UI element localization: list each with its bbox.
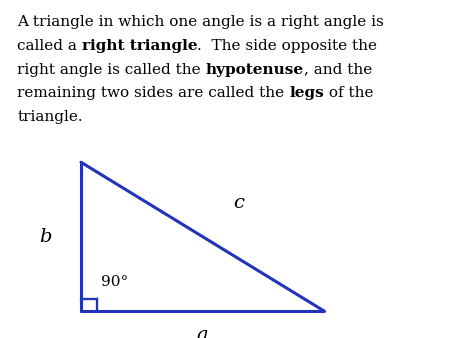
Text: , and the: , and the (304, 63, 372, 76)
Text: 90°: 90° (101, 275, 129, 289)
Text: c: c (233, 194, 244, 212)
Text: .  The side opposite the: . The side opposite the (198, 39, 378, 53)
Text: remaining two sides are called the: remaining two sides are called the (17, 86, 289, 100)
Text: of the: of the (324, 86, 374, 100)
Text: right angle is called the: right angle is called the (17, 63, 206, 76)
Text: triangle.: triangle. (17, 110, 83, 124)
Text: a: a (197, 325, 208, 338)
Text: legs: legs (289, 86, 324, 100)
Text: b: b (39, 227, 51, 246)
Text: hypotenuse: hypotenuse (206, 63, 304, 76)
Text: A triangle in which one angle is a right angle is: A triangle in which one angle is a right… (17, 15, 384, 29)
Text: called a: called a (17, 39, 82, 53)
Text: right triangle: right triangle (82, 39, 198, 53)
